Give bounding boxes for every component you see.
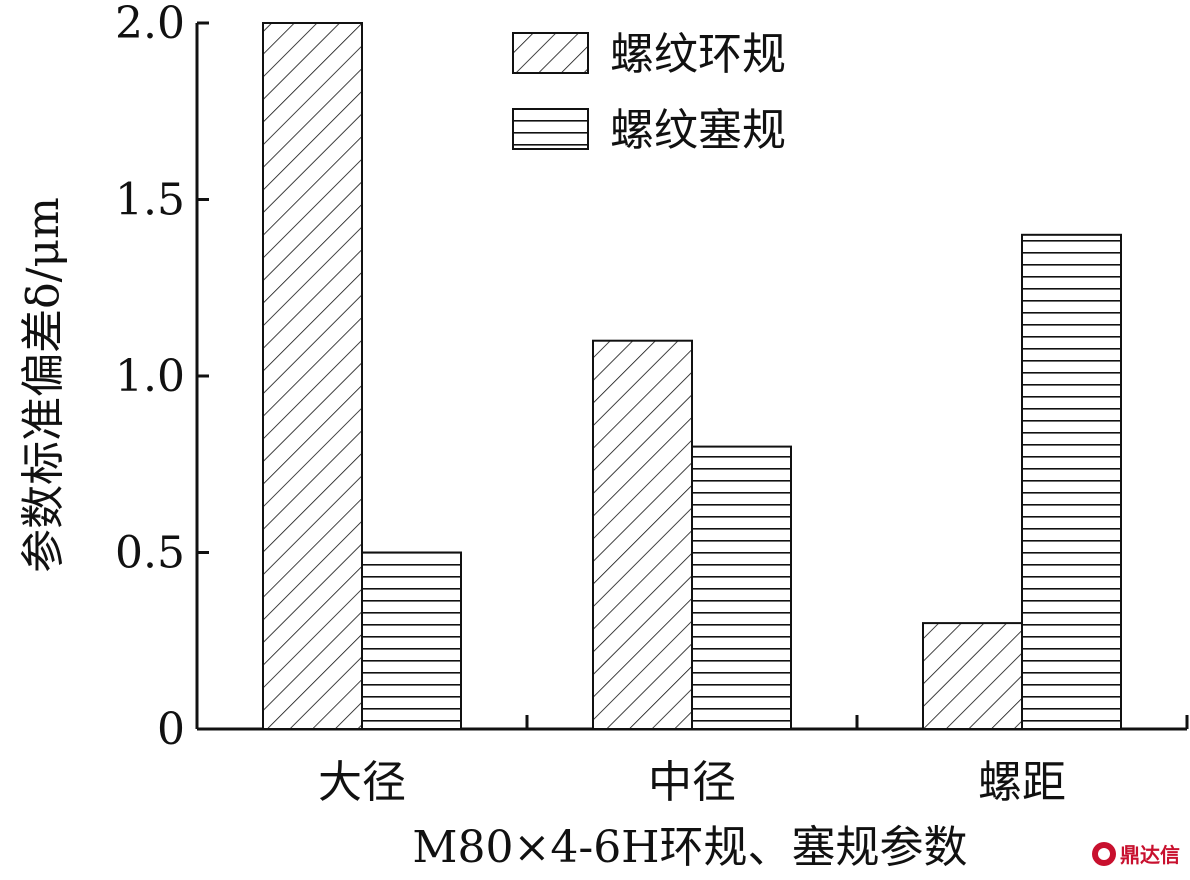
x-axis-title: M80×4-6H环规、塞规参数 — [412, 822, 967, 873]
y-tick-label: 0.5 — [115, 528, 185, 579]
watermark-logo-icon — [1092, 841, 1116, 866]
watermark-text: 鼎达信 — [1120, 843, 1180, 867]
y-axis-title: 参数标准偏差δ/μm — [18, 197, 69, 573]
bar-plug-gauge — [1021, 233, 1122, 731]
x-tick-label: 螺距 — [978, 757, 1066, 808]
x-tick-label: 大径 — [318, 757, 406, 808]
bar-ring-gauge — [922, 622, 1023, 730]
bar-plug-gauge — [361, 551, 462, 730]
watermark: 鼎达信 — [1092, 839, 1180, 868]
legend-label: 螺纹塞规 — [610, 105, 786, 156]
legend-label: 螺纹环规 — [610, 29, 786, 80]
bars-group — [262, 22, 1122, 731]
bar-plug-gauge — [691, 445, 792, 730]
bar-ring-gauge — [592, 339, 693, 730]
y-tick-label: 2.0 — [115, 0, 185, 49]
y-tick-label: 1.5 — [115, 175, 185, 226]
legend-swatch — [512, 32, 589, 74]
y-tick-label: 0 — [157, 704, 185, 755]
legend-swatch — [512, 108, 589, 150]
axes: 0 0.5 1.0 1.5 2.0 大径 中径 螺距 — [115, 0, 1189, 808]
bar-ring-gauge — [262, 22, 363, 730]
y-tick-label: 1.0 — [115, 351, 185, 402]
x-tick-label: 中径 — [648, 757, 736, 808]
